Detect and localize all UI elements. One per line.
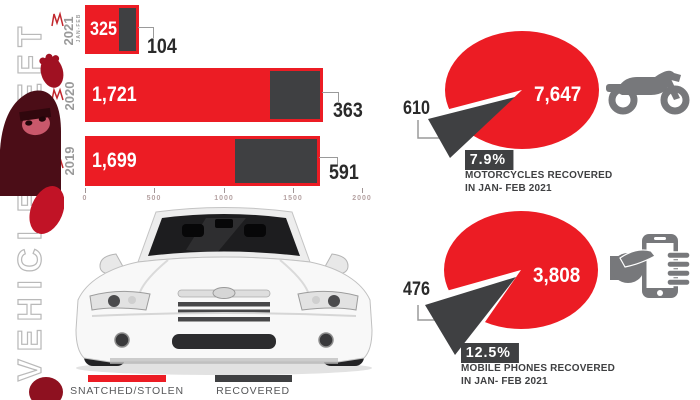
phones-caption: MOBILE PHONES RECOVERED IN JAN- FEB 2021 — [461, 362, 615, 387]
caption-line1: MOBILE PHONES RECOVERED — [461, 362, 616, 374]
pie-recovered-slice — [428, 97, 515, 158]
motorcycles-stolen-value: 7,647 — [534, 83, 582, 106]
motorcycle-icon — [606, 70, 690, 115]
red-blob — [29, 377, 63, 400]
masked-thief-graphic — [0, 11, 64, 400]
headlight — [89, 290, 151, 311]
stolen-value: 325 — [90, 18, 117, 40]
year-label-2021: 2021 — [61, 16, 76, 46]
balaclava-hood — [0, 90, 61, 196]
recovered-value: 104 — [147, 35, 177, 58]
finger — [666, 251, 691, 260]
axis-tick-label: 0 — [82, 195, 88, 202]
caption-line2: IN JAN- FEB 2021 — [465, 181, 552, 194]
motorcycles-percent-badge: 7.9% — [465, 150, 514, 170]
caption-line1: MOTORCYCLES RECOVERED — [465, 169, 613, 181]
headlight — [297, 290, 359, 311]
axis-tick-label: 2000 — [352, 195, 372, 202]
recovered-value: 591 — [329, 161, 359, 184]
phones-stolen-value: 3,808 — [533, 264, 581, 287]
stolen-value: 1,699 — [92, 149, 137, 172]
mobile-phones-pie-chart — [414, 211, 598, 361]
stolen-bar: 325 — [85, 5, 139, 54]
motorcycles-pie-chart — [415, 31, 599, 167]
finger — [666, 269, 691, 278]
finger — [666, 278, 691, 287]
mobile-phone-icon — [610, 234, 691, 298]
car-emblem — [212, 287, 236, 299]
air-intake — [172, 334, 276, 349]
bar-row-2021: 325 — [85, 5, 139, 54]
phones-recovered-value: 476 — [403, 279, 430, 300]
axis-tick — [224, 188, 225, 193]
year-label-2020: 2020 — [62, 81, 77, 111]
finger — [666, 260, 691, 269]
bar-row-2019: 1,699 — [85, 136, 320, 186]
connector-line — [322, 92, 339, 102]
axis-tick — [85, 188, 86, 193]
red-glove — [29, 186, 64, 234]
axis-tick-label: 1500 — [283, 195, 303, 202]
red-scribble — [51, 87, 64, 101]
pie-recovered-slice — [425, 277, 516, 355]
white-sedan-image — [75, 207, 373, 375]
stolen-bar: 1,699 — [85, 136, 320, 186]
stolen-bar: 1,721 — [85, 68, 323, 122]
legend-label-stolen: SNATCHED/STOLEN — [70, 385, 184, 397]
eye — [25, 120, 33, 126]
recovered-bar — [119, 8, 136, 51]
grille — [178, 302, 270, 307]
recovered-bar — [235, 139, 317, 183]
stolen-value: 1,721 — [92, 83, 137, 106]
connector-line — [319, 157, 338, 166]
caption-line2: IN JAN- FEB 2021 — [461, 374, 548, 387]
phones-percent-badge: 12.5% — [461, 343, 519, 363]
eye — [38, 116, 46, 122]
axis-tick-label: 1000 — [214, 195, 234, 202]
recovered-value: 363 — [333, 99, 363, 122]
motorcycles-recovered-value: 610 — [403, 98, 430, 119]
axis-tick — [154, 188, 155, 193]
period-label-janfeb: JAN-FEB — [76, 13, 82, 43]
thief-face — [19, 107, 52, 136]
legend-swatch-stolen — [88, 375, 166, 382]
rearview-mirror — [215, 219, 233, 228]
fog-light — [318, 332, 334, 348]
year-label-2019: 2019 — [62, 146, 77, 176]
legend-swatch-recovered — [215, 375, 292, 382]
axis-tick — [362, 188, 363, 193]
legend-label-recovered: RECOVERED — [216, 385, 290, 397]
raised-fist — [39, 53, 64, 88]
motorcycles-caption: MOTORCYCLES RECOVERED IN JAN- FEB 2021 — [465, 169, 612, 194]
connector-line — [417, 120, 448, 139]
bar-row-2020: 1,721 — [85, 68, 323, 122]
recovered-bar — [270, 71, 320, 119]
thumb — [619, 249, 656, 268]
red-scribble — [51, 11, 64, 27]
connector-line — [138, 27, 154, 38]
axis-tick-label: 500 — [146, 195, 162, 202]
fog-light — [114, 332, 130, 348]
axis-tick — [293, 188, 294, 193]
